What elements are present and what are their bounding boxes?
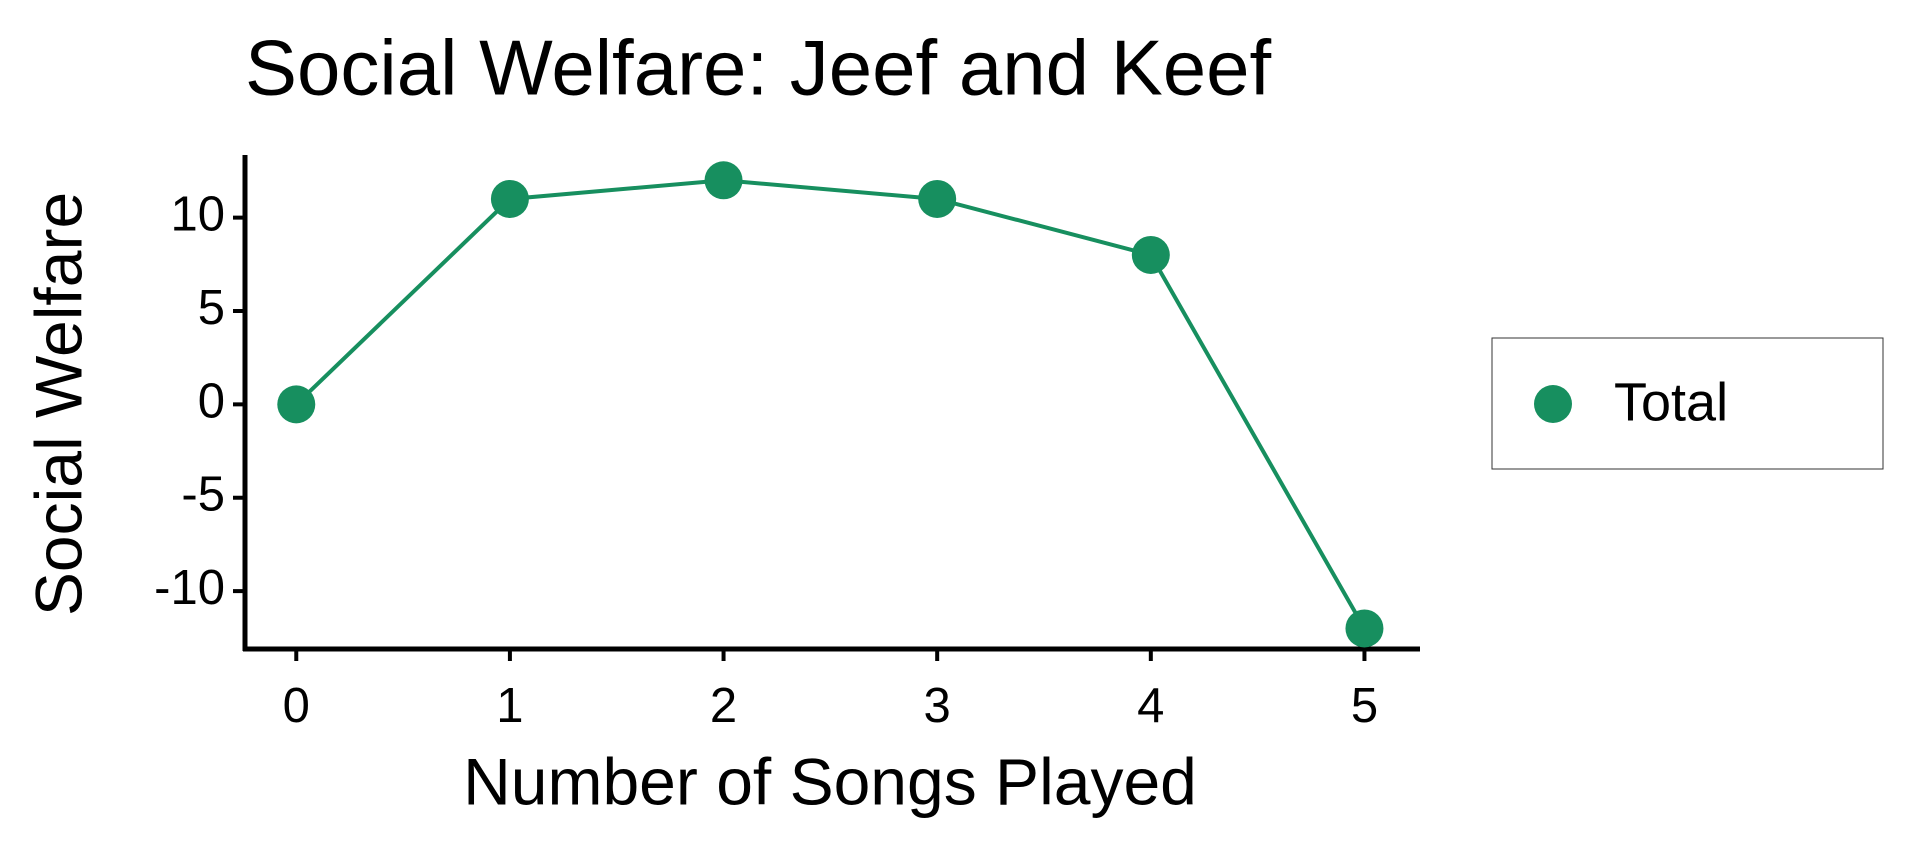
y-axis-label: Social Welfare <box>21 192 95 616</box>
y-tick-label: 5 <box>198 281 225 335</box>
chart-title: Social Welfare: Jeef and Keef <box>245 24 1271 112</box>
point <box>918 179 957 218</box>
x-axis-label: Number of Songs Played <box>463 744 1197 818</box>
y-tick-label: -10 <box>154 561 225 615</box>
point <box>704 161 743 200</box>
y-tick-label: 10 <box>170 188 225 242</box>
x-tick-label: 0 <box>283 679 310 733</box>
line <box>294 178 1367 630</box>
y-tick-label: -5 <box>181 468 225 522</box>
point <box>490 179 529 218</box>
point <box>1131 235 1170 274</box>
x-tick-label: 5 <box>1351 679 1378 733</box>
point <box>1345 609 1384 648</box>
legend-label: Total <box>1614 372 1728 432</box>
x-tick-label: 2 <box>710 679 737 733</box>
legend-marker <box>1534 385 1572 423</box>
y-tick-label: 0 <box>198 374 225 428</box>
x-tick-label: 4 <box>1137 679 1164 733</box>
x-tick-label: 1 <box>496 679 523 733</box>
point <box>277 385 316 424</box>
x-tick-label: 3 <box>924 679 951 733</box>
